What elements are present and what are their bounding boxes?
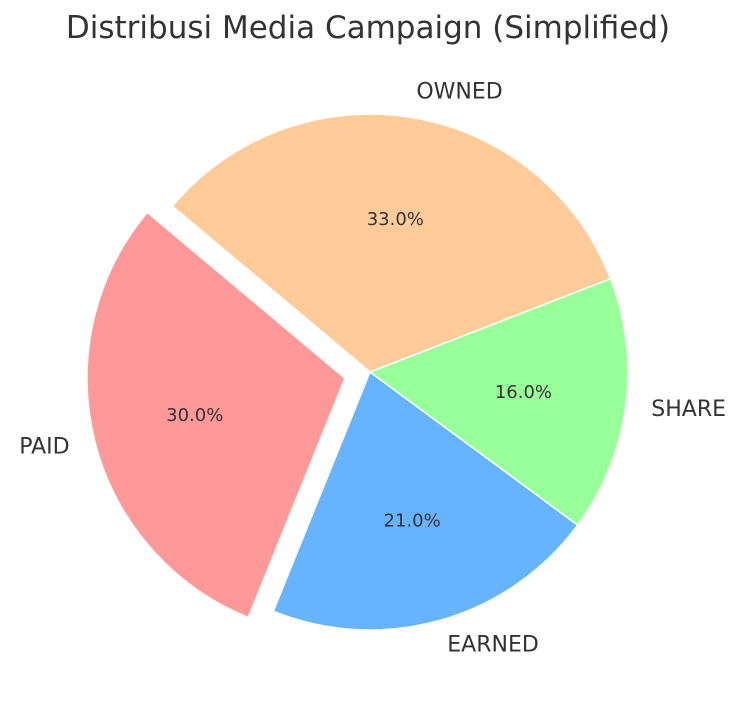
slice-label-paid: PAID	[19, 434, 69, 459]
pct-label-owned: 33.0%	[367, 209, 424, 230]
slice-label-earned: EARNED	[447, 633, 539, 658]
pie-labels: 30.0% PAID 21.0% EARNED 16.0% SHARE 33.0% OWNED	[19, 80, 726, 658]
pie-slice-paid	[86, 211, 346, 619]
pie-slice-owned	[171, 113, 612, 373]
pie-slice-earned	[272, 370, 579, 631]
pie-slice-share	[368, 277, 629, 527]
chart-title: Distribusi Media Campaign (Simplified)	[66, 10, 670, 46]
pct-label-earned: 21.0%	[384, 510, 441, 531]
pct-label-share: 16.0%	[495, 382, 552, 403]
pct-label-paid: 30.0%	[166, 405, 223, 426]
slice-label-owned: OWNED	[416, 80, 502, 105]
pie-slices	[86, 113, 629, 631]
slice-label-share: SHARE	[651, 397, 726, 422]
